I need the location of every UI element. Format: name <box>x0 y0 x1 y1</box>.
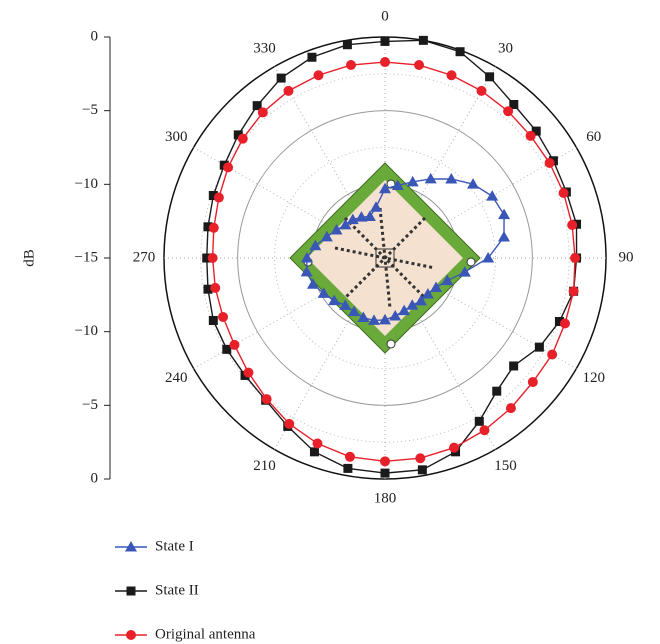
marker <box>312 439 322 449</box>
marker <box>545 158 555 168</box>
marker <box>506 403 516 413</box>
marker <box>498 231 510 242</box>
legend-label: State I <box>155 538 194 554</box>
marker <box>277 74 286 83</box>
marker <box>447 70 457 80</box>
marker <box>456 47 465 56</box>
legend-label: Original antenna <box>155 626 256 642</box>
marker <box>485 72 494 81</box>
marker <box>345 452 355 462</box>
marker <box>475 417 484 426</box>
angle-tick-label: 330 <box>253 41 276 57</box>
marker <box>414 60 424 70</box>
marker <box>243 368 253 378</box>
marker <box>486 190 498 201</box>
angle-tick-label: 120 <box>582 370 605 386</box>
marker <box>208 253 218 263</box>
marker <box>343 40 352 49</box>
angle-tick-label: 180 <box>374 490 397 506</box>
marker <box>209 316 218 325</box>
marker <box>415 453 425 463</box>
marker <box>343 464 352 473</box>
chart: dB −15 −10 −10 −5 −5 0 0 0 30 60 90 120 150 180 210 240… <box>0 0 660 644</box>
marker <box>210 283 220 293</box>
marker <box>346 60 356 70</box>
angle-tick-label: 300 <box>165 129 188 145</box>
y-tick-label: −5 <box>82 397 98 413</box>
marker <box>535 343 544 352</box>
angle-tick-label: 270 <box>133 249 156 265</box>
marker <box>445 173 457 184</box>
legend-marker <box>126 630 136 640</box>
angle-tick-label: 0 <box>381 8 389 24</box>
y-axis-label: dB <box>21 249 37 267</box>
marker <box>559 188 569 198</box>
marker <box>380 57 390 67</box>
marker <box>503 106 513 116</box>
marker <box>214 193 224 203</box>
marker <box>310 447 319 456</box>
marker <box>570 253 580 263</box>
marker <box>381 469 390 478</box>
marker <box>258 107 268 117</box>
y-tick-label: 0 <box>91 28 99 44</box>
marker <box>479 425 489 435</box>
y-tick-label: −10 <box>75 176 98 192</box>
marker <box>262 394 272 404</box>
y-tick-label: −5 <box>82 102 98 118</box>
marker <box>492 387 501 396</box>
marker <box>284 419 294 429</box>
angle-tick-label: 210 <box>253 458 276 474</box>
marker <box>209 223 219 233</box>
marker <box>528 377 538 387</box>
angle-tick-label: 30 <box>498 41 513 57</box>
legend-label: State II <box>155 582 199 598</box>
legend-marker <box>127 587 136 596</box>
marker <box>313 70 323 80</box>
marker <box>526 131 536 141</box>
marker <box>547 350 557 360</box>
y-tick-label: −15 <box>75 249 98 265</box>
marker <box>477 86 487 96</box>
marker <box>509 361 518 370</box>
marker <box>449 443 459 453</box>
marker <box>381 37 390 46</box>
marker <box>218 312 228 322</box>
marker <box>229 340 239 350</box>
marker <box>560 319 570 329</box>
marker <box>418 465 427 474</box>
marker <box>380 456 390 466</box>
angle-tick-label: 60 <box>586 129 601 145</box>
y-tick-label: −10 <box>75 323 98 339</box>
angle-tick-label: 90 <box>619 249 634 265</box>
marker <box>223 162 233 172</box>
marker <box>283 86 293 96</box>
y-tick-label: 0 <box>91 470 99 486</box>
marker <box>419 36 428 45</box>
marker <box>498 209 510 220</box>
plot-area: State I State II Original antenna <box>115 36 581 643</box>
legend-marker <box>125 541 137 552</box>
marker <box>307 53 316 62</box>
angle-tick-label: 150 <box>494 458 517 474</box>
marker <box>567 220 577 230</box>
marker <box>238 134 248 144</box>
angle-tick-label: 240 <box>165 370 188 386</box>
marker <box>425 173 437 184</box>
marker <box>569 286 579 296</box>
